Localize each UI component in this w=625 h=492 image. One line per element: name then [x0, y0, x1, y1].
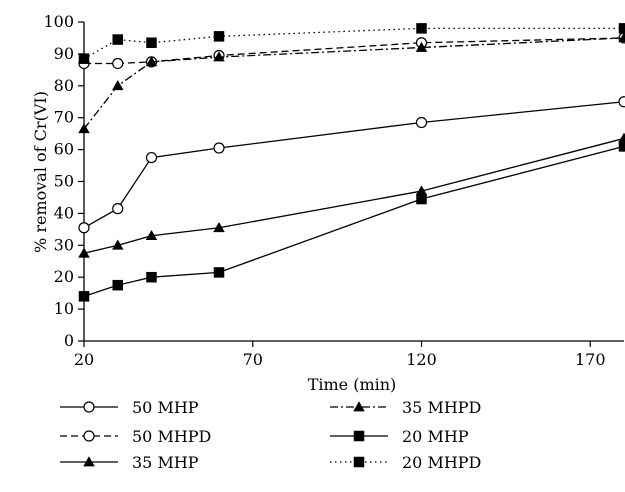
- series-line: [83, 27, 624, 60]
- series-2: [78, 132, 625, 258]
- data-point: [416, 193, 427, 205]
- legend-label: 35 MHPD: [402, 398, 481, 417]
- data-point: [78, 222, 90, 234]
- legend-label: 50 MHPD: [132, 427, 211, 446]
- data-point: [145, 229, 158, 241]
- series-line: [83, 101, 625, 229]
- legend-label: 20 MHPD: [402, 453, 481, 472]
- data-point: [618, 132, 625, 143]
- series-4: [78, 141, 625, 302]
- data-point: [415, 116, 428, 129]
- data-point: [146, 37, 157, 48]
- data-point: [78, 53, 90, 64]
- y-tick-label: 90: [54, 44, 74, 63]
- legend-label: 50 MHP: [132, 398, 199, 417]
- x-axis-title: Time (min): [308, 375, 397, 394]
- legend-item: 35 MHPD: [330, 398, 481, 417]
- y-tick-label: 70: [54, 108, 74, 127]
- series-line: [83, 145, 625, 297]
- series-line: [83, 37, 625, 130]
- x-tick-label: 120: [406, 350, 437, 369]
- data-point: [618, 32, 625, 43]
- legend-marker: [83, 430, 95, 442]
- legend-item: 50 MHP: [60, 398, 199, 417]
- data-point: [213, 31, 225, 42]
- y-tick-label: 50: [54, 172, 74, 191]
- data-point: [213, 267, 225, 278]
- legend-item: 20 MHP: [330, 427, 469, 446]
- legend-item: 35 MHP: [60, 453, 199, 472]
- data-point: [415, 185, 428, 196]
- legend-marker: [83, 456, 95, 467]
- legend-marker: [353, 456, 365, 468]
- data-point: [618, 141, 625, 152]
- y-tick-label: 30: [54, 235, 74, 254]
- data-point: [112, 80, 124, 91]
- data-point: [415, 41, 428, 52]
- x-tick-label: 70: [243, 350, 263, 369]
- data-point: [618, 96, 625, 108]
- legend: 50 MHP 50 MHPD 35 MHP 35 MHPD 20 MHP 20 MHPD: [60, 398, 481, 472]
- x-tick-label: 170: [575, 350, 606, 369]
- series-3: [78, 32, 625, 134]
- legend-item: 20 MHPD: [330, 453, 481, 472]
- y-tick-label: 10: [54, 299, 74, 318]
- y-tick-label: 80: [54, 76, 74, 95]
- data-point: [112, 57, 124, 70]
- axes: 0 10 20 30 40 50 60 70 80 90 100 20 70 120 170: [43, 12, 624, 369]
- data-point: [416, 23, 427, 34]
- data-point: [112, 203, 124, 215]
- data-point: [213, 222, 225, 233]
- y-tick-label: 20: [54, 267, 74, 286]
- y-axis-title: % removal of Cr(VI): [31, 91, 50, 253]
- legend-marker: [83, 401, 95, 413]
- series-1: [78, 32, 625, 70]
- y-tick-label: 40: [54, 203, 74, 222]
- data-point: [146, 271, 157, 283]
- series-5: [78, 23, 625, 64]
- data-point: [213, 142, 225, 154]
- data-point: [112, 279, 123, 291]
- series-line: [83, 137, 625, 254]
- y-tick-label: 0: [64, 331, 74, 350]
- data-point: [112, 34, 123, 45]
- data-point: [145, 56, 158, 67]
- data-point: [78, 123, 90, 134]
- data-point: [213, 51, 225, 62]
- legend-marker: [353, 401, 365, 412]
- data-point: [78, 291, 90, 302]
- series-layer: [78, 23, 625, 302]
- legend-label: 35 MHP: [132, 453, 199, 472]
- data-point: [78, 247, 90, 258]
- y-tick-label: 60: [54, 140, 74, 159]
- data-point: [112, 239, 124, 250]
- legend-label: 20 MHP: [402, 427, 469, 446]
- legend-marker: [353, 430, 365, 442]
- series-line: [84, 37, 625, 65]
- series-0: [78, 96, 625, 234]
- data-point: [618, 23, 625, 34]
- data-point: [145, 151, 158, 164]
- legend-item: 50 MHPD: [60, 427, 211, 446]
- y-tick-label: 100: [43, 12, 74, 31]
- x-tick-label: 20: [74, 350, 94, 369]
